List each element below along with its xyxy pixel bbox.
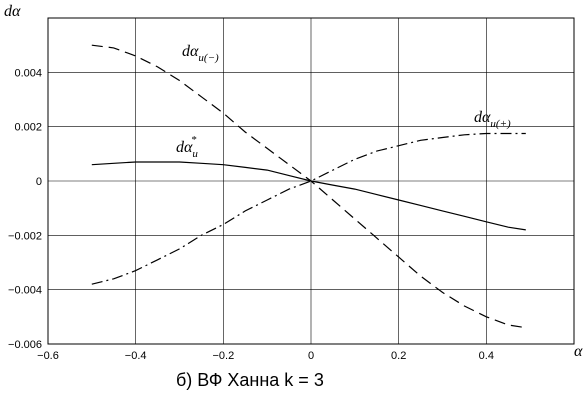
y-axis-label: dα [4,3,21,20]
series-line-2 [91,161,526,231]
y-tick-label: −0.004 [8,285,42,297]
series-line-0 [91,44,526,329]
x-tick-label: −0.4 [125,350,147,362]
series-layer [91,44,526,329]
x-tick-label: −0.2 [212,350,234,362]
tick-labels: −0.6 −0.4 −0.2 0 0.2 0.4 −0.006 −0.004 −0.002 0 0.… [8,67,494,362]
series-label-dalpha-minus: dαи(−) [182,43,219,64]
y-tick-label: −0.006 [8,339,42,351]
x-tick-label: −0.6 [37,350,59,362]
x-tick-label: 0.2 [391,350,406,362]
series-label-dalpha-star: dαи* [176,134,198,160]
x-axis-label: α [574,343,583,360]
y-tick-label: 0 [36,176,42,188]
series-label-dalpha-plus: dαи(+) [474,109,511,130]
series-line-1 [91,132,526,285]
y-tick-label: −0.002 [8,230,42,242]
x-tick-label: 0.4 [479,350,494,362]
chart-caption: б) ВФ Ханна k = 3 [176,370,324,390]
y-tick-label: 0.002 [14,122,42,134]
y-tick-label: 0.004 [14,67,42,79]
x-tick-label: 0 [308,350,314,362]
